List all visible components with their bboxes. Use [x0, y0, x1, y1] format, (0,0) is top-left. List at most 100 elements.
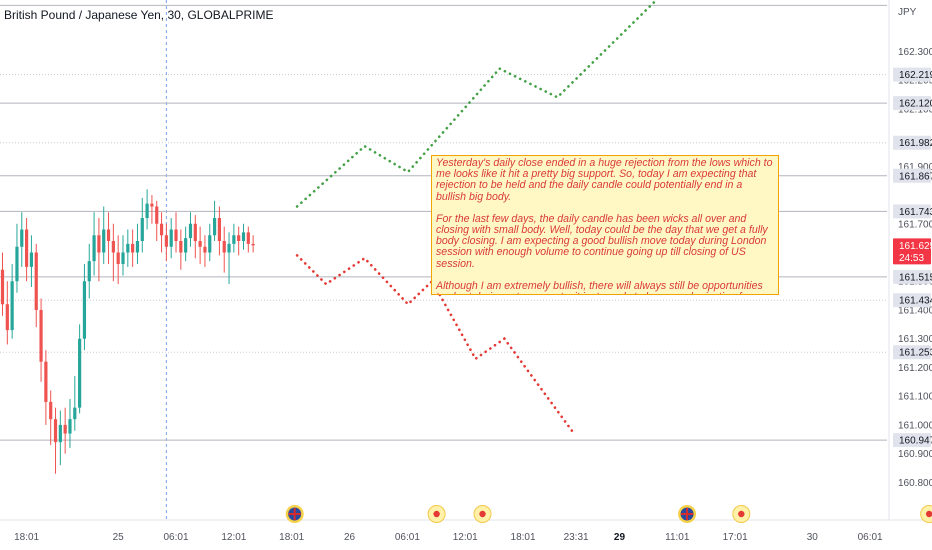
candle-body	[237, 235, 241, 242]
bullish-forecast-path	[295, 1, 656, 208]
price-level-tag	[893, 433, 931, 448]
candle-body	[155, 206, 159, 224]
candle-body	[140, 218, 144, 242]
y-tick-label: 161.900	[898, 162, 932, 173]
price-level-tag	[893, 269, 931, 284]
event-icon-dot	[479, 510, 486, 518]
price-level-tag-label: 161.515	[899, 272, 932, 283]
candle-body	[159, 223, 164, 236]
x-tick-label: 17:01	[723, 532, 748, 543]
candle-body	[73, 407, 77, 420]
annotation-paragraph-2: For the last few days, the daily candle …	[436, 212, 768, 270]
candle-body	[10, 281, 14, 331]
x-tick-label: 30	[807, 532, 819, 543]
y-tick-label: 161.000	[898, 420, 932, 431]
candle-body	[193, 223, 197, 242]
candle-body	[135, 241, 140, 253]
annotation-paragraph-3: Although I am extremely bullish, there w…	[436, 279, 769, 294]
y-tick-label: 161.400	[898, 305, 932, 316]
candle-body	[34, 252, 38, 310]
candle-body	[87, 261, 91, 282]
candle-body	[0, 269, 5, 305]
x-tick-label: 11:01	[665, 532, 690, 543]
x-tick-label: 06:01	[164, 532, 189, 543]
price-level-tag-label: 161.867	[899, 171, 932, 182]
candle-body	[102, 229, 106, 253]
y-tick-label: 161.100	[898, 392, 932, 403]
candle-body	[246, 232, 250, 244]
event-icon-dot	[738, 510, 745, 518]
candle-body	[208, 235, 212, 253]
candle-body	[97, 235, 101, 253]
x-tick-label: 18:01	[279, 532, 304, 543]
y-tick-label: 160.800	[898, 478, 932, 489]
candle-body	[174, 229, 178, 242]
y-tick-label: 160.900	[898, 449, 932, 460]
x-tick-label: 12:01	[453, 532, 478, 543]
x-tick-label: 06:01	[395, 532, 420, 543]
candle-body	[188, 223, 193, 239]
candle-body	[44, 361, 48, 402]
candle-body	[164, 235, 168, 247]
x-tick-label: 18:01	[14, 532, 39, 543]
candle-body	[82, 281, 87, 339]
candle-body	[227, 243, 231, 253]
price-level-tag-label: 162.120	[899, 99, 932, 110]
x-tick-label: 25	[113, 532, 125, 543]
y-tick-label: 161.700	[898, 219, 932, 230]
candle-body	[126, 243, 130, 253]
candle-body	[169, 229, 173, 247]
candle-body	[179, 241, 183, 253]
candle-body	[106, 229, 111, 242]
price-level-tag	[893, 67, 931, 82]
candle-body	[5, 304, 9, 331]
price-level-tag-label: 162.219	[899, 70, 932, 81]
candle-body	[212, 218, 217, 236]
price-level-tag	[893, 293, 931, 308]
x-tick-label: 29	[614, 532, 626, 543]
x-tick-label: 23:31	[564, 532, 589, 543]
y-tick-label: 161.300	[898, 334, 932, 345]
candle-body	[15, 246, 19, 282]
price-level-tag	[893, 168, 931, 183]
candle-body	[63, 424, 67, 434]
y-tick-label: 162.300	[898, 47, 932, 58]
candle-body	[222, 241, 226, 253]
candle-body	[20, 229, 24, 247]
candle-body	[131, 243, 135, 253]
candle-body	[92, 235, 96, 262]
candle-body	[251, 243, 255, 246]
candle-body	[68, 419, 72, 434]
candle-body	[25, 229, 29, 267]
price-level-tag	[893, 345, 931, 360]
candle-body	[53, 419, 58, 443]
candle-body	[121, 252, 125, 264]
currency-label: JPY	[898, 7, 917, 18]
price-level-tag-label: 161.253	[899, 348, 932, 359]
event-icon-dot	[925, 510, 932, 518]
candle-body	[58, 424, 62, 443]
price-level-tag-label: 160.947	[899, 436, 932, 447]
candle-body	[49, 401, 53, 420]
price-level-tag-label: 161.982	[899, 138, 932, 149]
current-price-tag	[893, 238, 931, 265]
x-tick-label: 06:01	[858, 532, 883, 543]
x-tick-label: 26	[344, 532, 356, 543]
candle-body	[203, 246, 207, 253]
candle-body	[39, 309, 43, 362]
current-price-label: 161.625	[899, 241, 932, 252]
candle-body	[111, 241, 115, 253]
annotation-paragraph-1: Yesterday's daily close ended in a huge …	[436, 157, 773, 203]
event-icon-dot	[433, 510, 440, 518]
price-level-tag-label: 161.434	[899, 296, 932, 307]
bearish-forecast-path	[295, 254, 574, 432]
chart-title: British Pound / Japanese Yen, 30, GLOBAL…	[4, 8, 274, 22]
candle-body	[241, 232, 246, 242]
y-tick-label: 161.200	[898, 363, 932, 374]
candle-body	[78, 338, 82, 408]
annotation-note[interactable]: Yesterday's daily close ended in a huge …	[431, 155, 779, 295]
price-level-tag	[893, 204, 931, 219]
candle-body	[184, 238, 188, 253]
candle-body	[145, 203, 149, 219]
